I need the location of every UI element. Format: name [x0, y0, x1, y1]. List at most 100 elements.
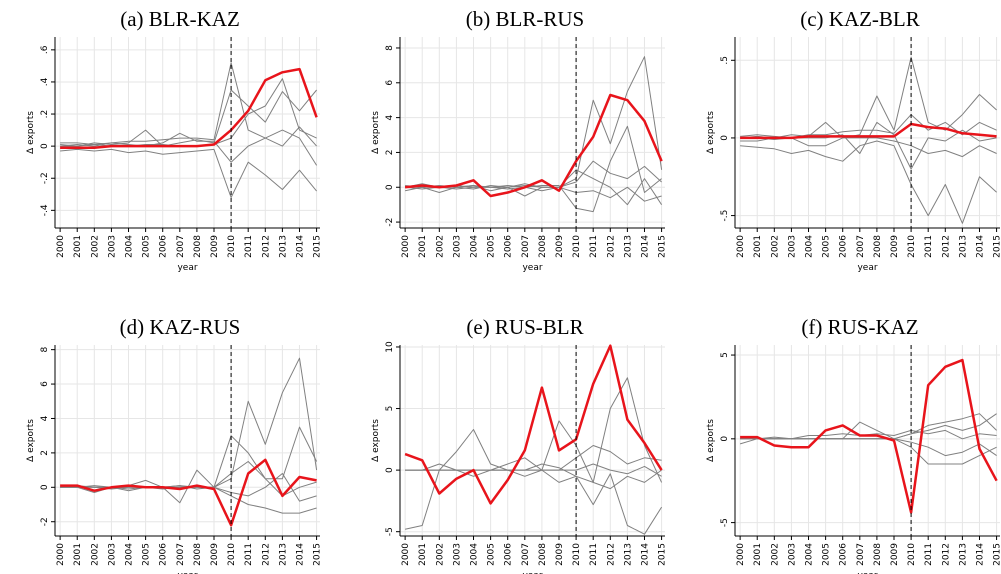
x-tick-label: 2006 [159, 543, 169, 566]
x-tick-label: 2013 [623, 543, 633, 566]
x-tick-label: 2014 [640, 543, 650, 566]
x-tick-label: 2011 [589, 235, 599, 258]
panel-title: (e) RUS-BLR [466, 315, 583, 339]
treated-line [740, 122, 997, 140]
y-tick-label: 0 [40, 143, 50, 149]
x-axis-label: year [177, 571, 197, 574]
y-tick-label: -.4 [40, 204, 50, 216]
x-tick-label: 2010 [227, 543, 237, 566]
x-tick-label: 2006 [159, 235, 169, 258]
x-tick-label: 2010 [227, 235, 237, 258]
x-tick-label: 2008 [193, 235, 203, 258]
treated-line [60, 458, 317, 527]
x-tick-label: 2000 [56, 235, 66, 258]
x-tick-label: 2001 [418, 235, 428, 258]
y-tick-label: 6 [40, 381, 50, 387]
x-tick-label: 2004 [805, 235, 815, 258]
x-tick-label: 2000 [736, 543, 746, 566]
x-tick-label: 2013 [278, 543, 288, 566]
y-tick-label: .6 [40, 45, 50, 54]
control-line [404, 377, 663, 530]
treated-line [404, 93, 663, 198]
x-tick-label: 2013 [278, 235, 288, 258]
x-tick-label: 2002 [770, 235, 780, 258]
control-line [405, 457, 663, 535]
y-tick-label: 4 [385, 114, 395, 120]
x-tick-label: 2007 [176, 543, 186, 566]
y-axis-label: Δ exports [371, 419, 381, 462]
x-tick-label: 2012 [261, 543, 271, 566]
x-tick-label: 2008 [873, 543, 883, 566]
y-tick-label: 2 [385, 150, 395, 156]
x-tick-label: 2002 [435, 543, 445, 566]
x-axis-label: year [857, 571, 877, 574]
x-tick-label: 2001 [753, 543, 763, 566]
x-tick-label: 2010 [572, 543, 582, 566]
x-tick-label: 2008 [193, 543, 203, 566]
x-tick-label: 2002 [90, 235, 100, 258]
x-tick-label: 2013 [623, 235, 633, 258]
panel-title: (c) KAZ-BLR [800, 7, 920, 31]
control-line [740, 438, 997, 457]
x-tick-label: 2010 [907, 235, 917, 258]
x-tick-label: 2008 [538, 543, 548, 566]
y-axis-label: Δ exports [26, 111, 36, 154]
x-tick-label: 2000 [401, 543, 411, 566]
x-tick-label: 2015 [658, 235, 668, 258]
x-tick-label: 2003 [452, 235, 462, 258]
y-axis-label: Δ exports [26, 419, 36, 462]
y-tick-label: 0 [385, 184, 395, 190]
x-tick-label: 2011 [924, 235, 934, 258]
x-tick-label: 2006 [839, 543, 849, 566]
x-tick-label: 2009 [890, 235, 900, 258]
x-tick-label: 2005 [142, 235, 152, 258]
y-tick-label: 2 [40, 450, 50, 456]
x-tick-label: 2005 [822, 543, 832, 566]
x-tick-label: 2012 [941, 235, 951, 258]
x-tick-label: 2004 [805, 543, 815, 566]
x-tick-label: 2015 [993, 235, 1001, 258]
x-tick-label: 2004 [125, 543, 135, 566]
y-tick-label: 8 [40, 347, 50, 353]
treated-line [60, 67, 318, 149]
x-tick-label: 2004 [470, 235, 480, 258]
x-tick-label: 2014 [975, 543, 985, 566]
y-tick-label: -2 [40, 517, 50, 526]
plot-area [400, 37, 665, 228]
x-tick-label: 2014 [295, 543, 305, 566]
x-tick-label: 2014 [295, 235, 305, 258]
y-axis-label: Δ exports [371, 111, 381, 154]
plot-area [55, 345, 320, 536]
x-tick-label: 2009 [555, 235, 565, 258]
x-tick-label: 2003 [107, 543, 117, 566]
control-line [60, 129, 318, 166]
x-tick-label: 2003 [452, 543, 462, 566]
x-tick-label: 2005 [487, 235, 497, 258]
x-tick-label: 2006 [839, 235, 849, 258]
x-tick-label: 2005 [487, 543, 497, 566]
x-tick-label: 2011 [244, 235, 254, 258]
y-tick-label: -.2 [40, 172, 50, 184]
panel-title: (d) KAZ-RUS [120, 315, 241, 339]
x-tick-label: 2012 [261, 235, 271, 258]
y-tick-label: -5 [720, 518, 730, 527]
x-tick-label: 2006 [504, 235, 514, 258]
y-tick-label: .5 [720, 56, 730, 65]
x-tick-label: 2001 [753, 235, 763, 258]
x-tick-label: 2008 [538, 235, 548, 258]
x-tick-label: 2007 [521, 543, 531, 566]
y-tick-label: .4 [40, 77, 50, 86]
x-tick-label: 2007 [521, 235, 531, 258]
x-tick-label: 2012 [941, 543, 951, 566]
x-tick-label: 2010 [907, 543, 917, 566]
y-tick-label: 10 [385, 341, 395, 353]
x-tick-label: 2004 [470, 543, 480, 566]
x-tick-label: 2001 [73, 235, 83, 258]
panel-title: (a) BLR-KAZ [120, 7, 240, 31]
x-tick-label: 2000 [401, 235, 411, 258]
y-axis-label: Δ exports [706, 419, 716, 462]
x-tick-label: 2013 [958, 235, 968, 258]
x-tick-label: 2011 [924, 543, 934, 566]
x-tick-label: 2011 [589, 543, 599, 566]
